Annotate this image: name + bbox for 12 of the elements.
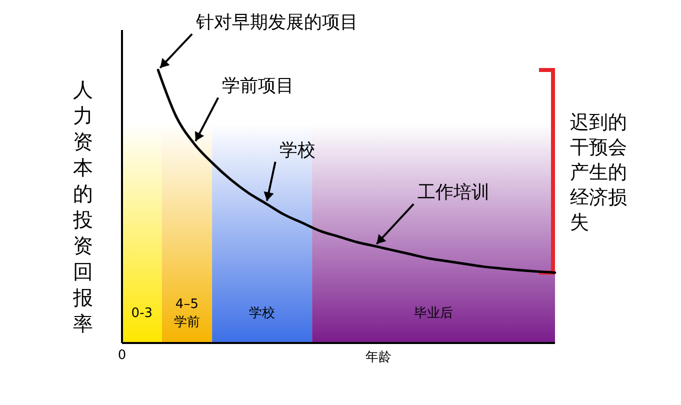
annotation: 4–5 学前 — [174, 297, 200, 330]
annotation: 学校 — [279, 140, 316, 161]
annotation: 毕业后 — [414, 306, 454, 321]
text: 针对早期发展的项目 — [195, 12, 358, 33]
text: 迟到的干预会产生的经济损失 — [570, 111, 627, 234]
text: 0 — [118, 348, 126, 363]
x-axis-title: 年龄 — [366, 350, 392, 365]
annotation: 学前项目 — [222, 76, 294, 97]
annotation: 学校 — [249, 306, 276, 321]
annotation: 工作培训 — [418, 182, 490, 204]
annotation: 0-3 — [131, 306, 153, 321]
text: 人力资本的投资回报率 — [73, 78, 93, 336]
